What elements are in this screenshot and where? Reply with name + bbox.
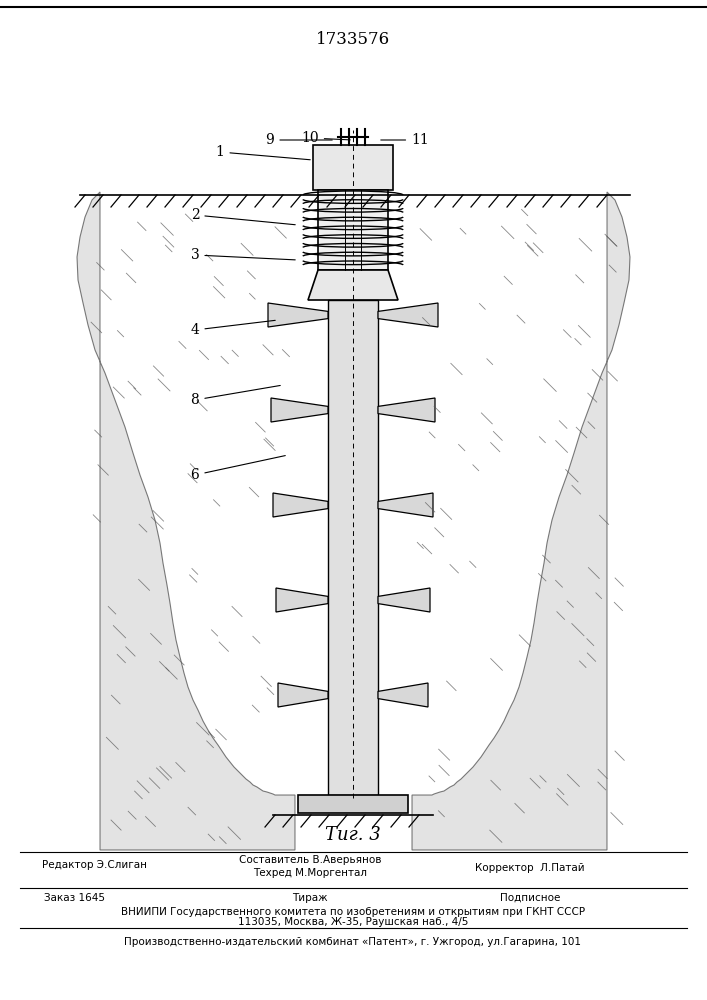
- Text: Подписное: Подписное: [500, 893, 560, 903]
- Text: 4: 4: [191, 320, 275, 337]
- Text: Корректор  Л.Патай: Корректор Л.Патай: [475, 863, 585, 873]
- Polygon shape: [308, 270, 398, 300]
- Polygon shape: [276, 588, 328, 612]
- Bar: [328, 300, 378, 795]
- Polygon shape: [378, 588, 430, 612]
- Text: 1: 1: [216, 145, 310, 160]
- Text: Производственно-издательский комбинат «Патент», г. Ужгород, ул.Гагарина, 101: Производственно-издательский комбинат «П…: [124, 937, 581, 947]
- Text: Тираж: Тираж: [292, 893, 328, 903]
- Polygon shape: [378, 398, 435, 422]
- Text: 10: 10: [301, 131, 350, 145]
- Text: 9: 9: [266, 133, 332, 147]
- Polygon shape: [278, 683, 328, 707]
- Text: Составитель В.Аверьянов: Составитель В.Аверьянов: [239, 855, 381, 865]
- Bar: [318, 190, 388, 270]
- Text: ВНИИПИ Государственного комитета по изобретениям и открытиям при ГКНТ СССР: ВНИИПИ Государственного комитета по изоб…: [121, 907, 585, 917]
- Polygon shape: [273, 493, 328, 517]
- Text: 8: 8: [191, 385, 280, 407]
- Text: Редактор Э.Слиган: Редактор Э.Слиган: [42, 860, 148, 870]
- Polygon shape: [378, 683, 428, 707]
- Polygon shape: [268, 303, 328, 327]
- Polygon shape: [412, 192, 630, 850]
- Text: Заказ 1645: Заказ 1645: [45, 893, 105, 903]
- Polygon shape: [378, 493, 433, 517]
- Bar: [298, 795, 408, 813]
- Text: 11: 11: [381, 133, 429, 147]
- Polygon shape: [271, 398, 328, 422]
- Text: 6: 6: [191, 456, 286, 482]
- Polygon shape: [77, 192, 295, 850]
- Text: Τиг. 3: Τиг. 3: [325, 826, 381, 844]
- Polygon shape: [378, 303, 438, 327]
- Text: 2: 2: [191, 208, 296, 225]
- Text: 3: 3: [191, 248, 296, 262]
- Bar: [313, 145, 393, 190]
- Text: 113035, Москва, Ж-35, Раушская наб., 4/5: 113035, Москва, Ж-35, Раушская наб., 4/5: [238, 917, 468, 927]
- Text: 1733576: 1733576: [316, 31, 390, 48]
- Text: Техред М.Моргентал: Техред М.Моргентал: [253, 868, 367, 878]
